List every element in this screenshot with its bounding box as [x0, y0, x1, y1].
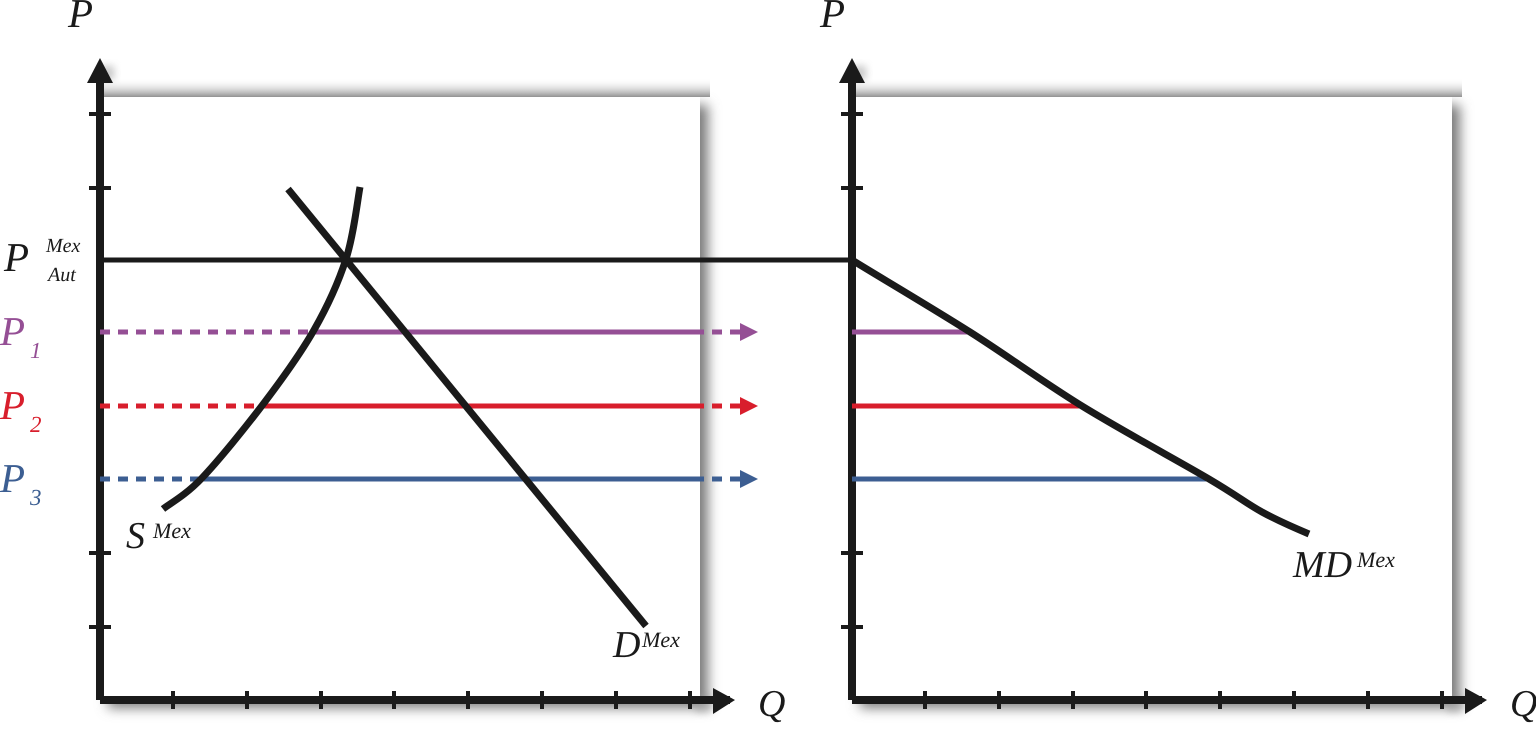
svg-text:P: P: [0, 455, 25, 501]
svg-text:S: S: [126, 515, 145, 557]
svg-text:P: P: [0, 308, 25, 354]
svg-text:1: 1: [30, 338, 42, 363]
svg-text:Mex: Mex: [1356, 547, 1395, 572]
svg-text:D: D: [612, 624, 640, 666]
svg-text:P: P: [0, 382, 25, 428]
svg-text:Q: Q: [1510, 683, 1536, 725]
svg-text:Q: Q: [758, 683, 785, 725]
svg-text:Mex: Mex: [641, 627, 680, 652]
svg-text:3: 3: [29, 485, 42, 510]
svg-text:MD: MD: [1292, 544, 1352, 586]
svg-text:P: P: [819, 0, 845, 36]
svg-text:Mex: Mex: [152, 518, 191, 543]
svg-text:P: P: [3, 234, 29, 280]
svg-text:Mex: Mex: [45, 235, 81, 257]
svg-text:2: 2: [30, 412, 42, 437]
svg-text:Aut: Aut: [46, 264, 76, 286]
svg-text:P: P: [67, 0, 93, 36]
